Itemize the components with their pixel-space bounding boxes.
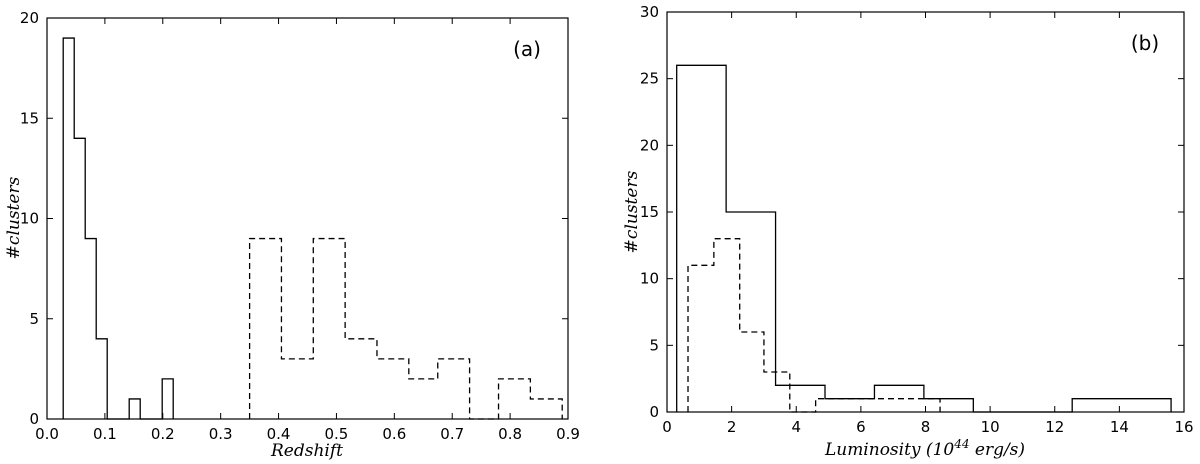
panel-a-label: (a) — [513, 37, 541, 61]
panel-b-xlabel-main: Luminosity (10 — [824, 440, 954, 460]
panel-a-series-dashed-bin-8 — [499, 379, 531, 419]
panel-a-ytick-label: 10 — [20, 210, 39, 228]
panel-a-series-dashed-bin-2 — [313, 239, 345, 419]
panel-a-series-solid-bin-7 — [162, 379, 173, 419]
panel-a-series-dashed-bin-0 — [250, 239, 282, 419]
panel-b-xtick-label: 16 — [1174, 418, 1193, 436]
panel-a-ytick-label: 0 — [29, 410, 39, 428]
panel-b-ylabel: #clusters — [622, 170, 642, 253]
panel-a-xtick-label: 0.0 — [35, 425, 59, 443]
panel-a-xtick-label: 0.2 — [151, 425, 175, 443]
panel-a-series-dashed-bin-1 — [281, 359, 313, 419]
panel-a-xtick-label: 0.5 — [325, 425, 349, 443]
panel-b-xtick-label: 2 — [727, 418, 737, 436]
panel-b-ytick-label: 15 — [640, 203, 659, 221]
panel-a-series-solid-bin-2 — [85, 239, 96, 419]
panel-b-label: (b) — [1131, 31, 1159, 55]
panel-b-ticks: 0 2 4 6 8 10 12 14 16 0 5 10 15 20 25 30 — [640, 3, 1194, 436]
panel-b-series-dashed-bin-3 — [764, 372, 790, 412]
panel-b-ytick-label: 5 — [649, 336, 659, 354]
panel-a-xtick-label: 0.1 — [93, 425, 117, 443]
panel-b-xtick-label: 14 — [1110, 418, 1129, 436]
panel-b-series — [676, 64, 1172, 413]
panel-b-xtick-label: 10 — [981, 418, 1000, 436]
panel-b-series-dashed-bin-1 — [714, 239, 740, 412]
panel-a-xtick-label: 0.7 — [440, 425, 464, 443]
panel-b-xlabel-unit: erg/s) — [969, 440, 1025, 460]
panel-b-ytick-label: 10 — [640, 270, 659, 288]
panel-b-xtick-label: 8 — [921, 418, 931, 436]
panel-a-series-dashed-bin-5 — [409, 379, 438, 419]
panel-a-series-solid-outline — [62, 37, 174, 420]
panel-b-xtick-label: 0 — [662, 418, 672, 436]
panel-a-ytick-label: 5 — [29, 310, 39, 328]
panel-b-series-solid-bin-7 — [1072, 399, 1171, 412]
panel-b-xtick-label: 12 — [1045, 418, 1064, 436]
panel-a-series-dashed-bin-9 — [530, 399, 562, 419]
panel-b-series-solid-outline — [676, 64, 1172, 413]
panel-a-xtick-label: 0.3 — [209, 425, 233, 443]
panel-b-xtick-label: 6 — [856, 418, 866, 436]
panel-a-xtick-label: 0.9 — [556, 425, 580, 443]
panel-a-xtick-label: 0.8 — [498, 425, 522, 443]
panel-a-series-dashed-bin-3 — [345, 339, 377, 419]
panel-a-series-dashed-bin-6 — [438, 359, 470, 419]
panel-b-xtick-label: 4 — [791, 418, 801, 436]
panel-a-ytick-label: 20 — [20, 9, 39, 27]
panel-b-ytick-label: 0 — [649, 403, 659, 421]
panel-b-series-dashed-bin-2 — [740, 332, 764, 412]
panel-b-xlabel: Luminosity (1044 erg/s) — [824, 437, 1025, 460]
panel-b-ytick-label: 30 — [640, 3, 659, 21]
panel-a-series-solid-bin-0 — [63, 38, 74, 419]
panel-a-redshift-histogram: 0.0 0.1 0.2 0.3 0.4 0.5 0.6 0.7 0.8 0.9 0 5 10 15 20 (… — [4, 9, 580, 461]
panel-b-series-dashed-bin-0 — [688, 265, 714, 412]
panel-b-ytick-label: 25 — [640, 70, 659, 88]
panel-a-series-solid-bin-3 — [96, 339, 107, 419]
panel-a-series-solid-bin-1 — [74, 138, 85, 419]
panel-a-ticks: 0.0 0.1 0.2 0.3 0.4 0.5 0.6 0.7 0.8 0.9 0 5 10 15 20 — [20, 9, 580, 443]
panel-a-series-dashed-outline — [248, 237, 563, 420]
panel-a-xtick-label: 0.4 — [267, 425, 291, 443]
panel-a-xtick-label: 0.6 — [382, 425, 406, 443]
panel-a-series-solid-bin-5 — [129, 399, 140, 419]
panel-a-ylabel: #clusters — [4, 176, 24, 259]
panel-a-series — [62, 37, 563, 420]
panel-a-series-dashed-bin-4 — [377, 359, 409, 419]
panel-b-ytick-label: 20 — [640, 136, 659, 154]
panel-b-series-dashed-outline — [687, 238, 941, 413]
panel-a-ytick-label: 15 — [20, 109, 39, 127]
panel-b-xlabel-exponent: 44 — [953, 437, 969, 451]
panel-b-series-dashed-bin-5 — [816, 399, 915, 412]
panel-a-xlabel: Redshift — [270, 441, 343, 461]
panel-b-luminosity-histogram: 0 2 4 6 8 10 12 14 16 0 5 10 15 20 25 30 (b) Luminosity… — [622, 3, 1194, 460]
panel-b-series-dashed-bin-6 — [914, 399, 940, 412]
